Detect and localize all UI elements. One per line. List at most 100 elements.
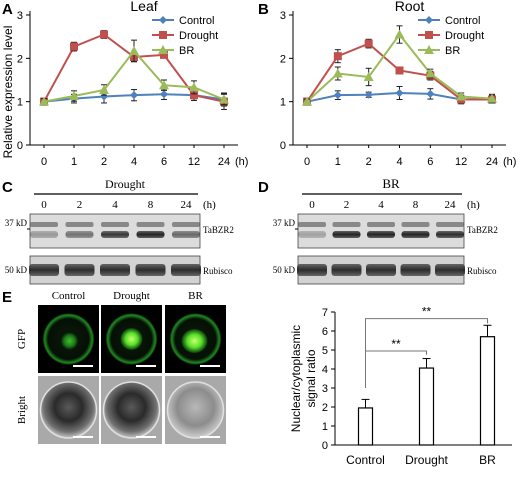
micrograph-column-label: Drought	[113, 290, 150, 302]
y-tick-label: 1	[280, 97, 286, 109]
data-point	[333, 52, 342, 61]
legend-label-br: BR	[179, 45, 194, 57]
data-point	[364, 90, 373, 99]
loading-band	[435, 264, 465, 276]
protein-band	[136, 231, 165, 238]
loading-band	[29, 264, 59, 276]
x-tick-label: Control	[346, 453, 385, 467]
protein-band	[298, 231, 326, 238]
y-tick-label: 2	[17, 53, 23, 65]
significance-bracket	[365, 318, 488, 388]
band-label-bottom: Rubisco	[467, 266, 497, 276]
data-point	[39, 96, 49, 106]
band-label-top: TaBZR2	[203, 225, 234, 235]
protein-band-upper	[367, 222, 395, 227]
micrograph-row-label: GFP	[16, 329, 28, 349]
y-tick-label: 0	[322, 440, 328, 452]
loading-band	[331, 264, 362, 276]
protein-band-upper	[332, 222, 361, 227]
legend-label-br: BR	[445, 45, 460, 57]
legend: Control Drought BR	[152, 15, 218, 57]
panel-letter-e: E	[2, 289, 12, 306]
time-unit-label: (h)	[467, 199, 480, 211]
series-br	[302, 25, 497, 106]
data-point	[129, 45, 139, 55]
x-tick-label: 1	[335, 156, 341, 168]
series-br	[39, 39, 229, 106]
loading-band	[64, 264, 95, 276]
y-tick-label: 3	[322, 383, 328, 395]
chart-title: Root	[395, 0, 425, 14]
time-unit-label: (h)	[203, 199, 216, 211]
protein-band	[101, 231, 129, 238]
loading-band	[100, 264, 130, 276]
data-point	[425, 68, 436, 78]
brightfield-cell	[39, 381, 98, 439]
x-tick-label: 12	[455, 156, 467, 168]
protein-band	[436, 231, 464, 238]
x-tick-label: 0	[304, 156, 310, 168]
loading-band	[171, 264, 201, 276]
data-point	[424, 45, 434, 54]
data-point	[395, 66, 404, 75]
y-axis-label: Nuclear/cytoplasmic	[289, 325, 303, 432]
data-point	[363, 71, 374, 81]
bar-control	[357, 407, 374, 446]
micrograph-row-label: Bright	[16, 396, 28, 424]
x-tick-label: 0	[41, 156, 47, 168]
x-tick-label: 6	[427, 156, 433, 168]
x-tick-label: 2	[366, 156, 372, 168]
data-point	[394, 29, 405, 39]
micrograph-column-label: Control	[52, 290, 86, 302]
x-unit-label: (h)	[503, 156, 516, 168]
time-label: 4	[378, 199, 384, 211]
band-label-bottom: Rubisco	[203, 266, 233, 276]
data-point	[159, 31, 167, 39]
legend-label-drought: Drought	[445, 30, 484, 42]
time-label: 0	[41, 199, 47, 211]
time-label: 2	[77, 199, 83, 211]
band-label-top: TaBZR2	[467, 225, 498, 235]
loading-band	[366, 264, 396, 276]
data-point	[332, 68, 343, 78]
brightfield-cell	[102, 381, 161, 439]
protein-band-upper	[101, 222, 129, 227]
data-point	[333, 91, 342, 100]
treatment-label: Drought	[105, 177, 146, 191]
data-point	[160, 50, 168, 59]
data-point	[159, 80, 169, 90]
x-tick-label: 4	[131, 156, 137, 168]
x-tick-label: 24	[486, 156, 498, 168]
micrograph-grid: Control Drought BR GFP Bright	[16, 290, 226, 444]
significance-bracket	[365, 350, 427, 383]
x-tick-label: 12	[188, 156, 200, 168]
time-label: 8	[148, 199, 154, 211]
y-tick-label: 3	[17, 10, 23, 22]
protein-band	[30, 231, 58, 238]
protein-band-upper	[30, 222, 58, 227]
protein-band-upper	[401, 222, 430, 227]
y-tick-label: 3	[280, 10, 286, 22]
legend-label-control: Control	[179, 15, 214, 27]
significance-label: **	[422, 305, 432, 319]
loading-band	[135, 264, 166, 276]
protein-band	[172, 231, 200, 238]
data-point	[160, 90, 168, 99]
x-tick-label: 4	[396, 156, 402, 168]
x-tick-label: BR	[479, 453, 496, 467]
x-tick-label: 24	[218, 156, 230, 168]
treatment-label: BR	[382, 176, 400, 191]
marker-label-top: 37 kD	[5, 218, 28, 228]
data-point	[100, 30, 108, 39]
y-tick-label: 2	[322, 402, 328, 414]
protein-band-upper	[65, 222, 94, 227]
marker-label-bottom: 50 kD	[273, 265, 296, 275]
gfp-nucleus	[120, 328, 143, 350]
time-label: 24	[445, 199, 457, 211]
y-tick-label: 7	[322, 307, 328, 319]
